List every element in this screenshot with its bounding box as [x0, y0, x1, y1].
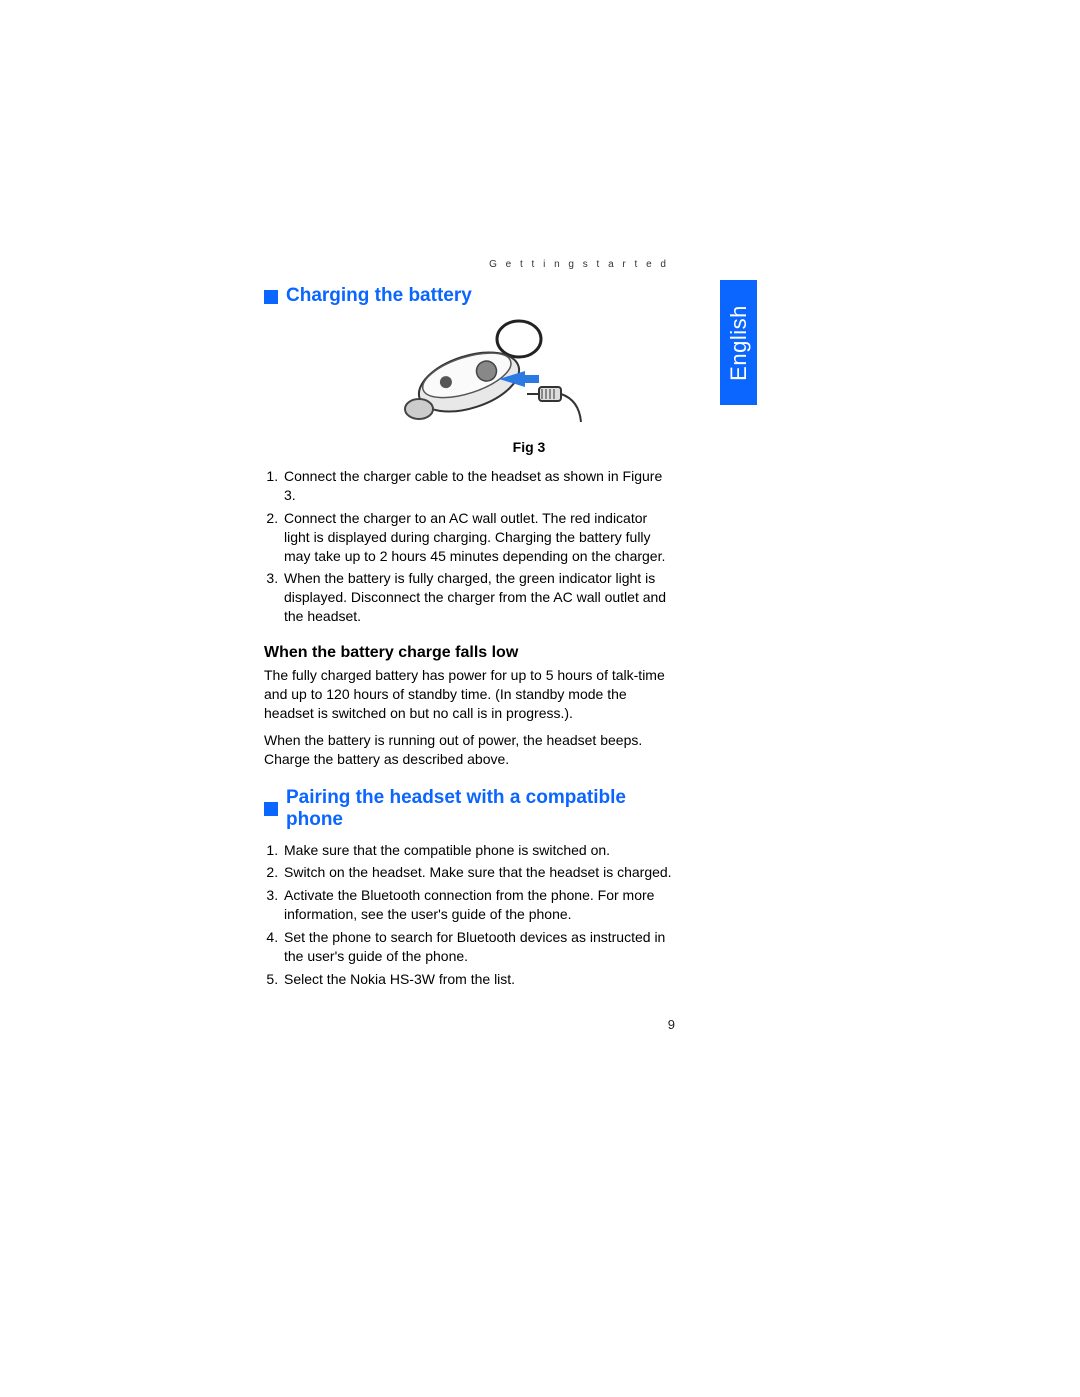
square-bullet-icon — [264, 290, 278, 304]
body-paragraph: The fully charged battery has power for … — [264, 666, 674, 723]
running-head: G e t t i n g s t a r t e d — [264, 259, 669, 270]
list-item: Select the Nokia HS-3W from the list. — [282, 970, 674, 989]
subsection-heading-low-battery: When the battery charge falls low — [264, 644, 674, 662]
page-number: 9 — [264, 1017, 675, 1032]
list-item: Connect the charger cable to the headset… — [282, 467, 674, 505]
language-tab: English — [720, 280, 757, 405]
headset-charging-illustration — [349, 317, 589, 437]
body-paragraph: When the battery is running out of power… — [264, 731, 674, 769]
pairing-steps: Make sure that the compatible phone is s… — [264, 841, 674, 989]
list-item: Make sure that the compatible phone is s… — [282, 841, 674, 860]
list-item: Activate the Bluetooth connection from t… — [282, 886, 674, 924]
section-heading-pairing: Pairing the headset with a compatible ph… — [264, 787, 674, 831]
square-bullet-icon — [264, 802, 278, 816]
figure-caption: Fig 3 — [513, 439, 546, 455]
figure-3: Fig 3 — [264, 317, 674, 457]
section-title: Pairing the headset with a compatible ph… — [286, 787, 674, 831]
charging-steps: Connect the charger cable to the headset… — [264, 467, 674, 626]
list-item: When the battery is fully charged, the g… — [282, 569, 674, 626]
list-item: Switch on the headset. Make sure that th… — [282, 863, 674, 882]
page-content: Charging the battery — [264, 285, 674, 993]
language-tab-label: English — [726, 305, 752, 381]
section-title: Charging the battery — [286, 285, 472, 307]
list-item: Set the phone to search for Bluetooth de… — [282, 928, 674, 966]
manual-page: G e t t i n g s t a r t e d English Char… — [0, 0, 1080, 1397]
list-item: Connect the charger to an AC wall outlet… — [282, 509, 674, 566]
section-heading-charging: Charging the battery — [264, 285, 674, 307]
